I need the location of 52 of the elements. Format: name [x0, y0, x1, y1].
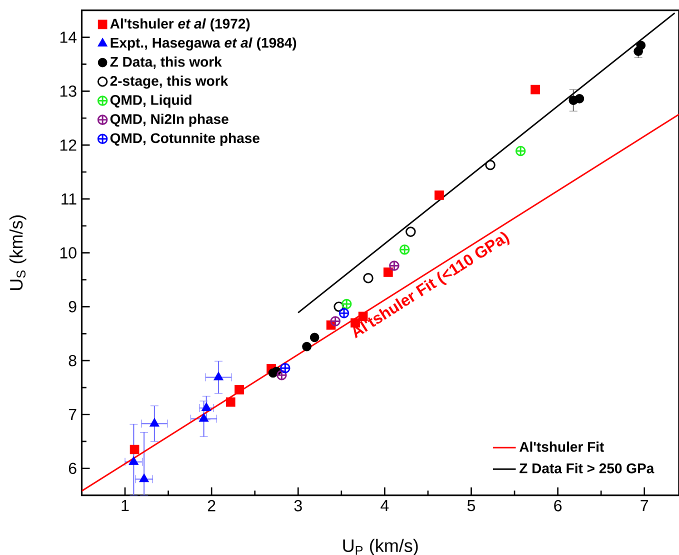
point: [389, 260, 400, 271]
y-tick-label: 11: [62, 193, 76, 204]
point: [214, 372, 224, 380]
point: [530, 84, 540, 94]
point: [334, 302, 344, 312]
point: [330, 316, 340, 326]
legend-label: Expt., Hasegawa et al (1984): [110, 37, 296, 51]
y-tick-label: 9: [68, 301, 76, 312]
point: [302, 342, 312, 352]
y-tick-label: 7: [68, 408, 76, 420]
point: [406, 226, 416, 237]
legend-label: Al'tshuler Fit: [520, 442, 604, 452]
x-tick-label: 4: [380, 500, 389, 512]
y-tick-label: 6: [68, 462, 76, 474]
point: [383, 268, 393, 277]
legend-label: 2-stage, this work: [110, 76, 228, 89]
x-tick-label: 2: [208, 500, 216, 512]
legend-label: QMD, Liquid: [110, 94, 192, 108]
y-tick-label: 14: [60, 32, 77, 43]
y-tick-label: 10: [60, 247, 76, 258]
point: [234, 385, 244, 394]
point: [226, 397, 236, 407]
y-tick-label: 13: [60, 86, 76, 97]
point: [130, 444, 140, 454]
point: [341, 298, 352, 310]
x-tick-label: 5: [467, 500, 476, 512]
point: [574, 94, 584, 104]
legend-label: Al'tshuler et al (1972): [110, 18, 250, 32]
point: [399, 244, 410, 255]
x-tick-label: 3: [294, 500, 302, 512]
point: [434, 190, 444, 200]
point: [485, 160, 496, 170]
legend-label: Z Data, this work: [110, 56, 222, 69]
point: [128, 456, 139, 465]
point: [310, 332, 320, 342]
legend-label: QMD, Cotunnite phase: [110, 132, 260, 146]
x-tick-label: 6: [554, 500, 562, 512]
point: [363, 273, 374, 284]
point: [139, 474, 149, 482]
legend-label: Z Data Fit > 250 GPa: [520, 463, 654, 474]
point: [636, 40, 646, 50]
y-axis-title: U$_{S}$ (km/s): [9, 215, 26, 290]
point: [515, 146, 526, 156]
point: [150, 418, 160, 427]
x-tick-label: 1: [122, 500, 129, 512]
y-tick-label: 8: [68, 354, 76, 366]
legend-label: QMD, Ni2In phase: [110, 114, 228, 127]
point: [276, 370, 287, 380]
point: [280, 363, 290, 374]
y-tick-label: 12: [60, 139, 76, 151]
point: [338, 308, 350, 318]
x-tick-label: 7: [640, 500, 648, 512]
